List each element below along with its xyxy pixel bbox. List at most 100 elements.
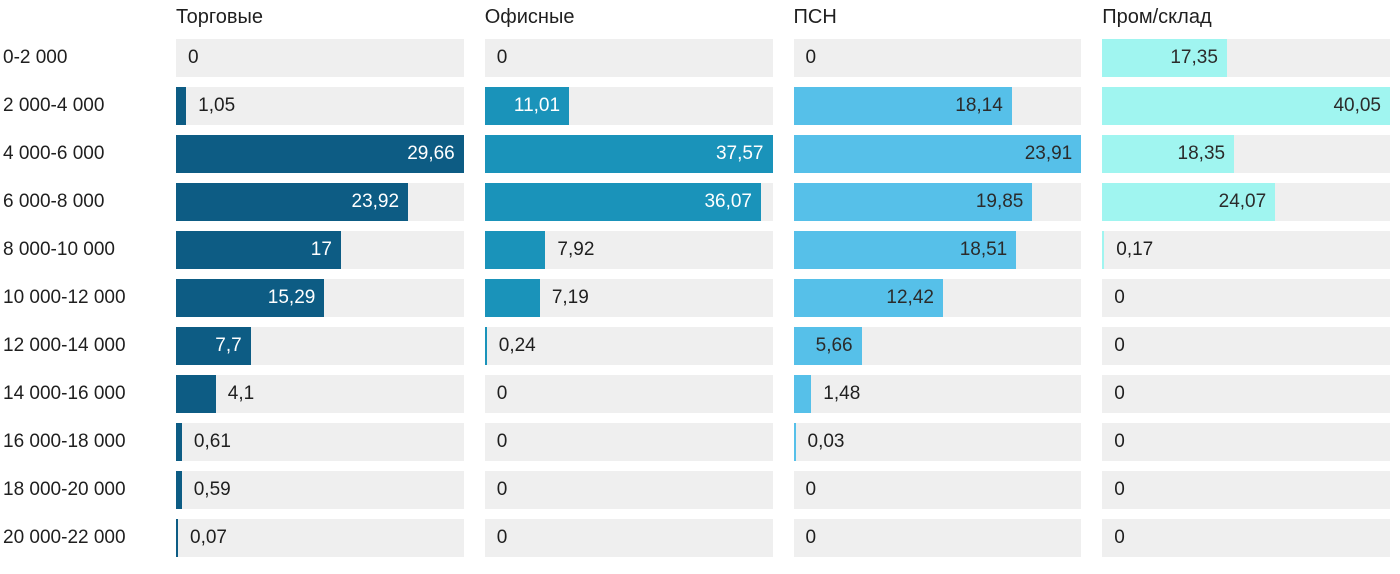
bar-track: 0 [1102, 423, 1390, 461]
value-label: 0,07 [190, 527, 227, 548]
value-label: 23,91 [1024, 143, 1073, 164]
value-label: 29,66 [407, 143, 455, 164]
bar-track: 11,01 [484, 87, 773, 125]
value-label: 0,61 [193, 431, 231, 452]
bar-track: 0 [1102, 327, 1390, 365]
value-label: 0 [496, 47, 508, 68]
category-label: 6 000-8 000 [3, 191, 105, 212]
bar-track: 40,05 [1102, 87, 1390, 125]
bar-track: 0 [484, 471, 773, 509]
value-label: 24,07 [1218, 191, 1267, 212]
bar-track: 37,57 [484, 135, 773, 173]
value-label: 11,01 [513, 95, 561, 116]
bar-track: 4,1 [176, 375, 464, 413]
value-label: 0,17 [1116, 239, 1154, 260]
value-label: 36,07 [704, 191, 752, 212]
value-label: 40,05 [1333, 95, 1381, 116]
bar-track: 23,92 [176, 183, 464, 221]
bar-track: 0,07 [176, 519, 464, 557]
bar-track: 18,35 [1102, 135, 1390, 173]
bar-track: 0,61 [176, 423, 464, 461]
bar-track: 1,05 [176, 87, 464, 125]
bar: 18,14 [793, 87, 1012, 125]
bar: 17,35 [1102, 39, 1227, 77]
grouped-horizontal-bar-chart: Торговые Офисные ПСН Пром/склад 0-2 000 0 0 0 17… [3, 5, 1390, 557]
bar-track: 7,92 [484, 231, 773, 269]
bar-track: 15,29 [176, 279, 464, 317]
category-label: 16 000-18 000 [3, 431, 126, 452]
bar: 36,07 [484, 183, 761, 221]
value-label: 0 [805, 479, 817, 500]
bar-track: 0 [1102, 279, 1390, 317]
bar-track: 17,35 [1102, 39, 1390, 77]
value-label: 15,29 [267, 287, 316, 308]
value-label: 0 [1114, 335, 1125, 356]
bar-track: 18,51 [793, 231, 1082, 269]
bar-track: 0 [484, 423, 773, 461]
bar [176, 87, 187, 125]
value-label: 18,51 [959, 239, 1008, 260]
value-label: 4,1 [227, 383, 255, 404]
category-label: 2 000-4 000 [3, 95, 105, 116]
value-label: 0 [1114, 479, 1125, 500]
value-label: 0 [188, 47, 199, 68]
value-label: 17,35 [1170, 47, 1218, 68]
corner-spacer [3, 5, 155, 29]
value-label: 1,05 [198, 95, 236, 116]
value-label: 0 [1114, 527, 1125, 548]
value-label: 0 [1114, 383, 1125, 404]
value-label: 0,59 [193, 479, 231, 500]
series-header-2: Офисные [484, 6, 575, 28]
bar [176, 375, 216, 413]
bar [484, 327, 487, 365]
category-label: 14 000-16 000 [3, 383, 126, 404]
bar-track: 0,59 [176, 471, 464, 509]
bar-track: 0 [793, 39, 1082, 77]
bar: 40,05 [1102, 87, 1390, 125]
series-header-4: Пром/склад [1102, 6, 1212, 28]
value-label: 0 [1114, 287, 1125, 308]
bar: 17 [176, 231, 341, 269]
bar-track: 36,07 [484, 183, 773, 221]
bar-track: 0,03 [793, 423, 1082, 461]
bar-track: 23,91 [793, 135, 1082, 173]
category-label: 4 000-6 000 [3, 143, 105, 164]
category-label: 18 000-20 000 [3, 479, 126, 500]
value-label: 5,66 [815, 335, 853, 356]
value-label: 0 [496, 479, 508, 500]
value-label: 18,14 [955, 95, 1003, 116]
bar-track: 5,66 [793, 327, 1082, 365]
bar-track: 1,48 [793, 375, 1082, 413]
bar-track: 7,7 [176, 327, 464, 365]
bar-track: 19,85 [793, 183, 1082, 221]
bar [176, 519, 178, 557]
series-header-1: Торговые [176, 6, 264, 28]
category-label: 0-2 000 [3, 47, 68, 68]
bar: 7,7 [176, 327, 251, 365]
bar: 11,01 [484, 87, 570, 125]
bar-track: 0 [793, 519, 1082, 557]
bar: 18,51 [793, 231, 1017, 269]
category-label: 10 000-12 000 [3, 287, 126, 308]
bar-track: 24,07 [1102, 183, 1390, 221]
bar-track: 18,14 [793, 87, 1082, 125]
bar: 5,66 [793, 327, 862, 365]
bar: 23,91 [793, 135, 1082, 173]
category-label: 8 000-10 000 [3, 239, 115, 260]
bar-track: 0,17 [1102, 231, 1390, 269]
bar: 29,66 [176, 135, 464, 173]
bar-track: 0 [1102, 375, 1390, 413]
bar-track: 0 [484, 519, 773, 557]
bar [484, 231, 546, 269]
bar-track: 0 [1102, 519, 1390, 557]
bar-track: 17 [176, 231, 464, 269]
bar-track: 12,42 [793, 279, 1082, 317]
value-label: 7,19 [551, 287, 589, 308]
bar [1102, 231, 1105, 269]
value-label: 0,03 [807, 431, 845, 452]
value-label: 19,85 [975, 191, 1024, 212]
bar-track: 29,66 [176, 135, 464, 173]
value-label: 37,57 [715, 143, 764, 164]
bar: 18,35 [1102, 135, 1235, 173]
value-label: 17 [310, 239, 332, 260]
